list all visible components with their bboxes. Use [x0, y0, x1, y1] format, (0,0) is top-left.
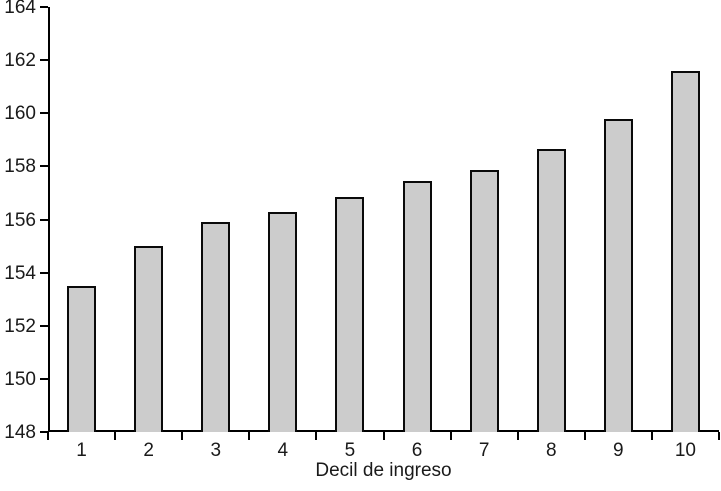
bar [67, 285, 97, 432]
bar [536, 149, 566, 432]
x-axis-tick [315, 432, 318, 440]
x-axis-tick-label: 10 [674, 440, 696, 461]
y-axis-tick-label: 162 [4, 50, 36, 72]
x-axis-tick-label: 7 [478, 440, 490, 461]
x-axis-tick [516, 432, 519, 440]
x-axis-tick [382, 432, 385, 440]
bar [201, 222, 231, 432]
y-axis-tick-label: 160 [4, 103, 36, 125]
x-axis-tick-label: 4 [277, 440, 289, 461]
x-axis-tick [718, 432, 720, 440]
bar [134, 246, 164, 432]
x-axis-tick-label: 2 [143, 440, 154, 461]
y-axis-tick [40, 59, 48, 62]
x-axis-tick [248, 432, 251, 440]
x-axis-tick-label: 5 [344, 440, 356, 461]
y-axis-tick [40, 271, 48, 274]
x-axis-tick [181, 432, 184, 440]
x-axis-title: Decil de ingreso [315, 460, 452, 481]
bar [268, 211, 298, 432]
x-axis-tick-label: 8 [545, 440, 557, 461]
x-axis-tick [47, 432, 49, 440]
y-axis-tick-label: 150 [4, 368, 36, 390]
bar [603, 118, 633, 432]
x-axis-tick [449, 432, 452, 440]
bar [335, 196, 365, 432]
x-axis-tick-label: 9 [613, 440, 624, 461]
x-axis-tick-label: 6 [411, 440, 423, 461]
y-axis-tick-label: 164 [4, 0, 36, 18]
y-axis-tick [40, 112, 48, 115]
y-axis-tick-label: 152 [4, 315, 36, 337]
y-axis-tick-label: 148 [4, 422, 36, 443]
bar [402, 180, 432, 432]
y-axis-tick [40, 165, 48, 168]
x-axis-tick [650, 432, 653, 440]
y-axis-tick-label: 158 [4, 156, 36, 178]
y-axis-tick [40, 431, 48, 433]
y-axis-tick [40, 218, 48, 221]
plot-area [48, 7, 719, 432]
x-axis-tick [583, 432, 586, 440]
y-axis-tick [40, 6, 48, 8]
y-axis-tick [40, 377, 48, 380]
x-axis-tick-label: 1 [76, 440, 87, 461]
x-axis-tick [114, 432, 117, 440]
bar [469, 170, 499, 432]
y-axis-tick-label: 154 [4, 262, 36, 284]
x-axis-tick-label: 3 [210, 440, 222, 461]
y-axis-tick-label: 156 [4, 209, 36, 231]
bar [670, 70, 700, 432]
y-axis-tick [40, 324, 48, 327]
